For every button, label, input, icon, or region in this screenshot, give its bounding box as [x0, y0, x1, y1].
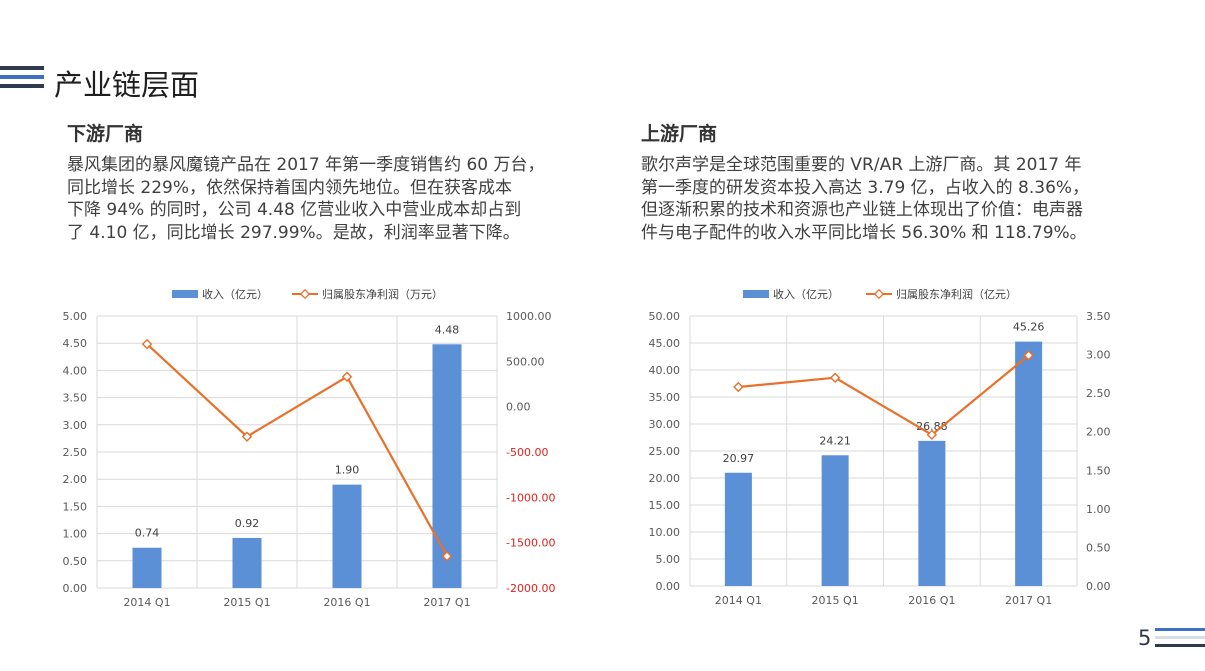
left-line: 下降 94% 的同时，公司 4.48 亿营业收入中营业成本却占到 — [67, 200, 522, 220]
y-left-tick-label: 2.00 — [63, 473, 88, 486]
page-number: 5 — [1138, 626, 1152, 650]
title-decoration — [0, 66, 44, 93]
bar-data-label: 4.48 — [435, 323, 460, 336]
line-marker — [341, 371, 353, 382]
bar — [132, 547, 162, 588]
y-right-tick-label: -500.00 — [506, 446, 548, 459]
x-tick-label: 2015 Q1 — [223, 596, 270, 609]
left-section: 下游厂商 暴风集团的暴风魔镜产品在 2017 年第一季度销售约 60 万台， 同… — [67, 119, 587, 244]
right-line: 歌尔声学是全球范围重要的 VR/AR 上游厂商。其 2017 年 — [641, 155, 1082, 175]
right-line: 但逐渐积累的技术和资源也产业链上体现出了价值：电声器 — [641, 200, 1083, 220]
bar — [232, 537, 262, 588]
bar — [332, 484, 362, 588]
y-right-tick-label: -2000.00 — [506, 582, 555, 595]
line-series — [146, 343, 448, 557]
y-left-tick-label: 4.50 — [63, 337, 88, 350]
legend-line-marker — [299, 288, 311, 300]
right-paragraph: 歌尔声学是全球范围重要的 VR/AR 上游厂商。其 2017 年 第一季度的研发… — [641, 154, 1161, 244]
line-marker — [141, 338, 153, 350]
left-line: 同比增长 229%，依然保持着国内领先地位。但在获客成本 — [67, 177, 513, 198]
y-right-tick-label: -1000.00 — [506, 491, 555, 504]
left-line: 暴风集团的暴风魔镜产品在 2017 年第一季度销售约 60 万台， — [67, 155, 545, 175]
bar-data-label: 1.90 — [335, 464, 360, 477]
y-left-tick-label: 0.50 — [63, 555, 88, 568]
y-left-tick-label: 1.50 — [63, 500, 88, 513]
right-section: 上游厂商 歌尔声学是全球范围重要的 VR/AR 上游厂商。其 2017 年 第一… — [641, 119, 1161, 244]
page-title: 产业链层面 — [54, 68, 200, 102]
y-left-tick-label: 3.50 — [63, 392, 88, 405]
legend-line-label: 归属股东净利润（万元） — [322, 287, 443, 301]
left-heading: 下游厂商 — [67, 123, 144, 145]
y-left-tick-label: 5.00 — [63, 310, 88, 323]
x-tick-label: 2017 Q1 — [423, 596, 470, 609]
corner-decoration — [1155, 628, 1205, 652]
line-marker — [241, 431, 253, 442]
line-marker — [441, 551, 453, 562]
x-tick-label: 2016 Q1 — [323, 596, 370, 609]
y-right-tick-label: -1500.00 — [506, 537, 555, 550]
right-heading: 上游厂商 — [641, 123, 718, 145]
bar-data-label: 0.92 — [235, 517, 260, 530]
right-line: 件与电子配件的收入水平同比增长 56.30% 和 118.79%。 — [641, 222, 1087, 243]
x-tick-label: 2014 Q1 — [123, 596, 170, 609]
y-right-tick-label: 0.00 — [506, 401, 531, 414]
left-paragraph: 暴风集团的暴风魔镜产品在 2017 年第一季度销售约 60 万台， 同比增长 2… — [67, 154, 587, 244]
left-line: 了 4.10 亿，同比增长 297.99%。是故，利润率显著下降。 — [67, 222, 520, 243]
y-right-tick-label: 500.00 — [506, 355, 545, 368]
y-left-tick-label: 1.00 — [63, 528, 88, 541]
y-right-tick-label: 1000.00 — [506, 310, 552, 323]
right-line: 第一季度的研发资本投入高达 3.79 亿，占收入的 8.36%， — [641, 177, 1090, 198]
y-left-tick-label: 3.00 — [63, 419, 88, 432]
y-left-tick-label: 4.00 — [63, 364, 88, 377]
bar — [432, 344, 462, 588]
legend-bar-label: 收入（亿元） — [202, 287, 268, 301]
y-left-tick-label: 0.00 — [63, 582, 88, 595]
y-left-tick-label: 2.50 — [63, 446, 88, 459]
bar-data-label: 0.74 — [135, 527, 160, 540]
legend-bar-swatch — [172, 290, 198, 298]
